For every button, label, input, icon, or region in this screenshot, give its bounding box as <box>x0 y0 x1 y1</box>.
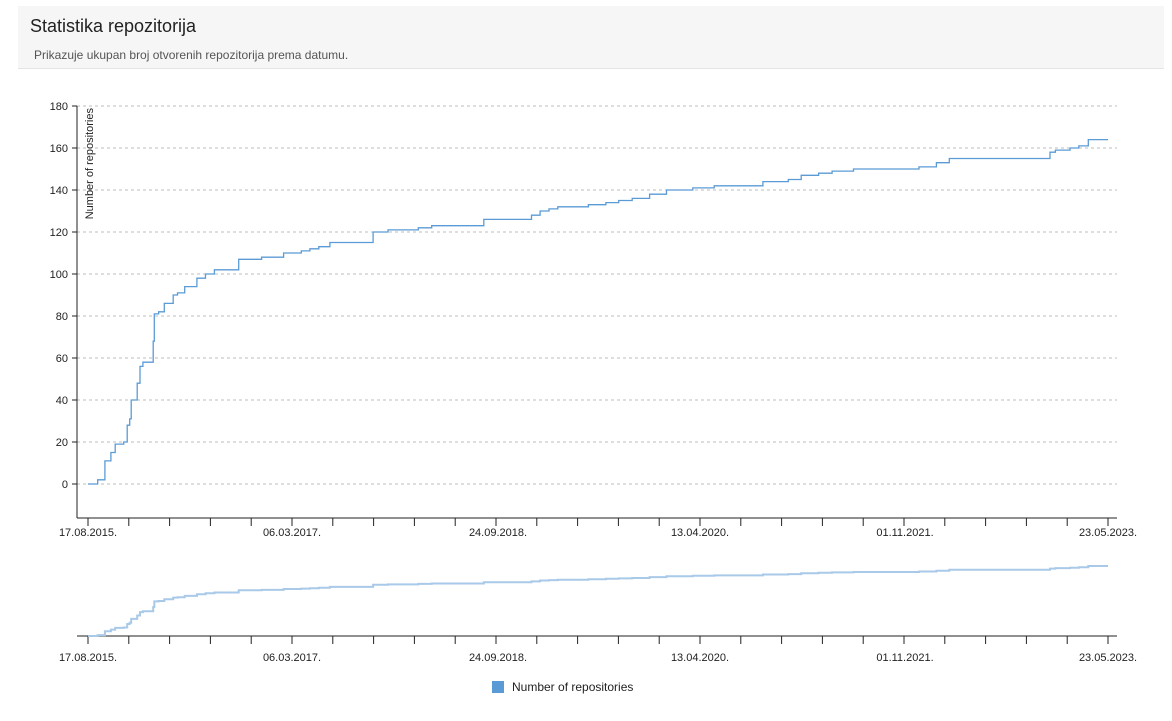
y-tick-label: 40 <box>56 395 68 407</box>
y-tick-label: 100 <box>50 269 68 281</box>
overview-x-tick-label: 17.08.2015. <box>59 652 117 664</box>
y-tick-label: 60 <box>56 353 68 365</box>
x-tick-label: 17.08.2015. <box>59 527 117 539</box>
y-tick-label: 80 <box>56 311 68 323</box>
y-tick-label: 140 <box>50 185 68 197</box>
y-tick-label: 20 <box>56 437 68 449</box>
page-title: Statistika repozitorija <box>30 16 197 36</box>
x-tick-label: 06.03.2017. <box>263 527 321 539</box>
chart-header: Statistika repozitorija Prikazuje ukupan… <box>18 6 1164 69</box>
overview-x-tick-label: 06.03.2017. <box>263 652 321 664</box>
legend-swatch <box>492 681 504 693</box>
x-tick-label: 23.05.2023. <box>1079 527 1137 539</box>
y-tick-label: 120 <box>50 227 68 239</box>
series-line <box>88 138 1108 485</box>
overview-x-tick-label: 01.11.2021. <box>876 652 933 664</box>
page-subtitle: Prikazuje ukupan broj otvorenih repozito… <box>34 48 349 62</box>
overview-x-tick-label: 24.09.2018. <box>469 652 527 664</box>
overview-x-tick-label: 23.05.2023. <box>1079 652 1137 664</box>
legend-label: Number of repositories <box>512 680 634 694</box>
y-tick-label: 160 <box>50 143 68 155</box>
x-tick-label: 13.04.2020. <box>671 527 729 539</box>
y-tick-label: 0 <box>62 479 68 491</box>
x-tick-label: 01.11.2021. <box>876 527 933 539</box>
overview-series-line <box>88 565 1108 637</box>
overview-x-tick-label: 13.04.2020. <box>671 652 729 664</box>
chart-legend[interactable]: Number of repositories <box>492 680 633 694</box>
y-tick-label: 180 <box>50 101 68 113</box>
x-tick-label: 24.09.2018. <box>469 527 527 539</box>
y-axis-label: Number of repositories <box>84 108 96 220</box>
